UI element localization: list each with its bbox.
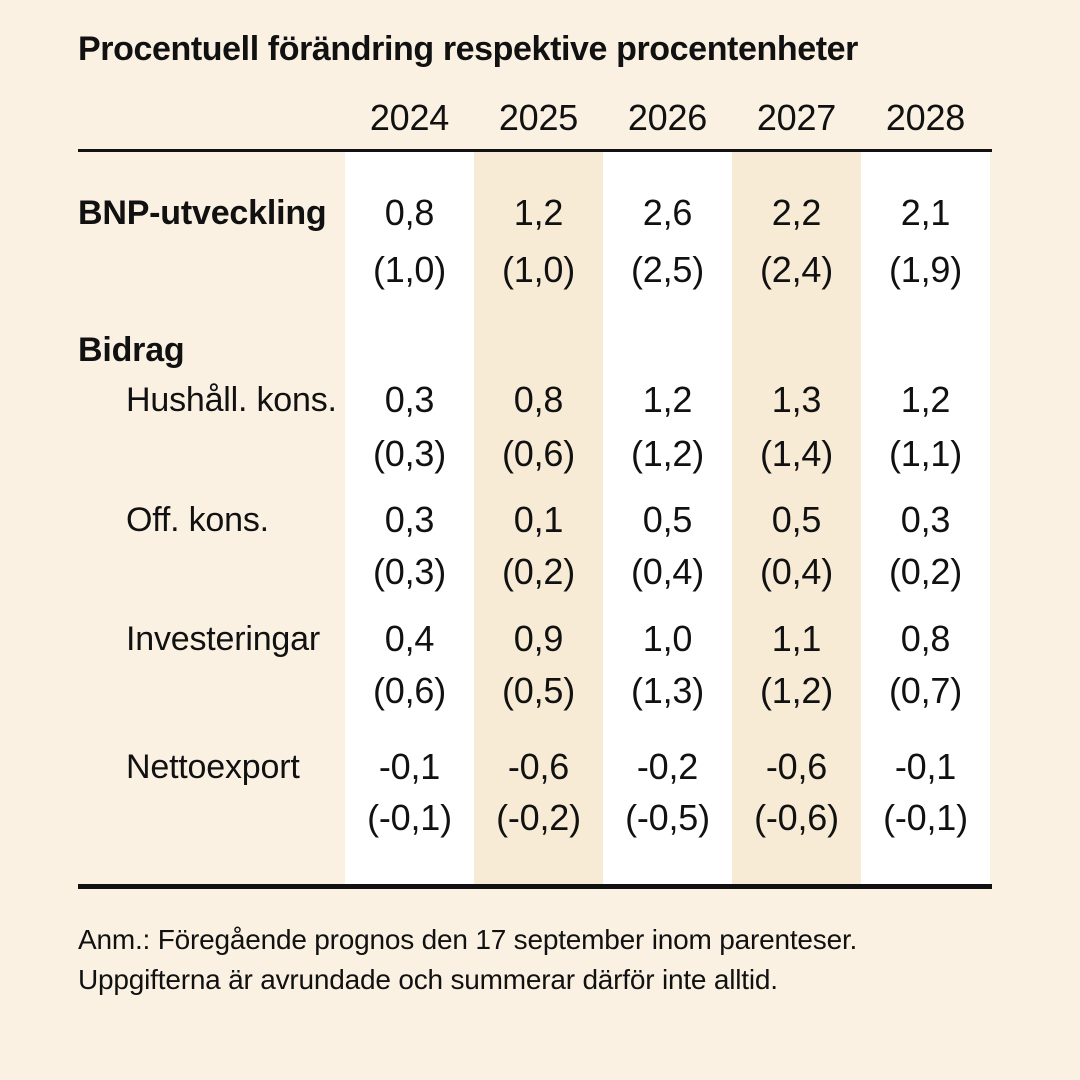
row-label-5: Nettoexport (126, 748, 300, 786)
footnote-line-2: Uppgifterna är avrundade och summerar dä… (78, 964, 778, 995)
year-header-2024: 2024 (369, 97, 450, 138)
value-cell: 2,2 (771, 192, 822, 233)
value-cell: 1,1 (771, 618, 822, 659)
row-label-2: Hushåll. kons. (126, 381, 337, 419)
value-cell: 0,3 (900, 499, 951, 540)
previous-forecast-cell: (0,2) (501, 551, 576, 592)
previous-forecast-cell: (0,3) (372, 433, 447, 474)
year-header-2025: 2025 (498, 97, 579, 138)
column-stripe-2024 (345, 152, 474, 884)
column-stripe-2028 (861, 152, 990, 884)
bottom-rule (78, 884, 992, 889)
previous-forecast-cell: (-0,1) (367, 797, 452, 838)
previous-forecast-cell: (0,5) (501, 670, 576, 711)
previous-forecast-cell: (0,6) (501, 433, 576, 474)
previous-forecast-cell: (1,2) (759, 670, 834, 711)
value-cell: 2,1 (900, 192, 951, 233)
value-cell: -0,6 (507, 746, 570, 787)
previous-forecast-cell: (0,4) (630, 551, 705, 592)
row-label-0: BNP-utveckling (78, 194, 327, 232)
previous-forecast-cell: (1,1) (888, 433, 963, 474)
value-cell: 0,5 (642, 499, 693, 540)
previous-forecast-cell: (-0,2) (496, 797, 581, 838)
value-cell: -0,1 (894, 746, 957, 787)
previous-forecast-cell: (0,2) (888, 551, 963, 592)
footnote-line-1: Anm.: Föregående prognos den 17 septembe… (78, 924, 858, 955)
top-rule (78, 149, 992, 152)
value-cell: -0,2 (636, 746, 699, 787)
previous-forecast-cell: (1,4) (759, 433, 834, 474)
value-cell: 2,6 (642, 192, 693, 233)
previous-forecast-cell: (1,2) (630, 433, 705, 474)
value-cell: 1,2 (513, 192, 564, 233)
previous-forecast-cell: (-0,6) (754, 797, 839, 838)
value-cell: 0,5 (771, 499, 822, 540)
previous-forecast-cell: (1,9) (888, 249, 963, 290)
value-cell: 1,2 (642, 379, 693, 420)
previous-forecast-cell: (-0,1) (883, 797, 968, 838)
value-cell: 0,3 (384, 379, 435, 420)
value-cell: 0,9 (513, 618, 564, 659)
row-label-1: Bidrag (78, 331, 185, 369)
previous-forecast-cell: (2,4) (759, 249, 834, 290)
value-cell: 0,1 (513, 499, 564, 540)
column-stripe-2025 (474, 152, 603, 884)
row-label-3: Off. kons. (126, 501, 269, 539)
column-stripe-2026 (603, 152, 732, 884)
value-cell: 1,2 (900, 379, 951, 420)
column-stripe-2027 (732, 152, 861, 884)
value-cell: 0,8 (384, 192, 435, 233)
previous-forecast-cell: (2,5) (630, 249, 705, 290)
value-cell: 0,8 (513, 379, 564, 420)
previous-forecast-cell: (1,3) (630, 670, 705, 711)
previous-forecast-cell: (0,7) (888, 670, 963, 711)
previous-forecast-cell: (1,0) (372, 249, 447, 290)
footnote: Anm.: Föregående prognos den 17 septembe… (78, 920, 857, 1000)
previous-forecast-cell: (0,4) (759, 551, 834, 592)
value-cell: 1,0 (642, 618, 693, 659)
value-cell: -0,1 (378, 746, 441, 787)
value-cell: 0,3 (384, 499, 435, 540)
year-header-2027: 2027 (756, 97, 837, 138)
year-header-2028: 2028 (885, 97, 966, 138)
previous-forecast-cell: (0,3) (372, 551, 447, 592)
page-title: Procentuell förändring respektive procen… (78, 30, 858, 68)
previous-forecast-cell: (1,0) (501, 249, 576, 290)
value-cell: -0,6 (765, 746, 828, 787)
previous-forecast-cell: (-0,5) (625, 797, 710, 838)
value-cell: 1,3 (771, 379, 822, 420)
value-cell: 0,4 (384, 618, 435, 659)
previous-forecast-cell: (0,6) (372, 670, 447, 711)
row-label-4: Investeringar (126, 620, 320, 658)
year-header-2026: 2026 (627, 97, 708, 138)
value-cell: 0,8 (900, 618, 951, 659)
